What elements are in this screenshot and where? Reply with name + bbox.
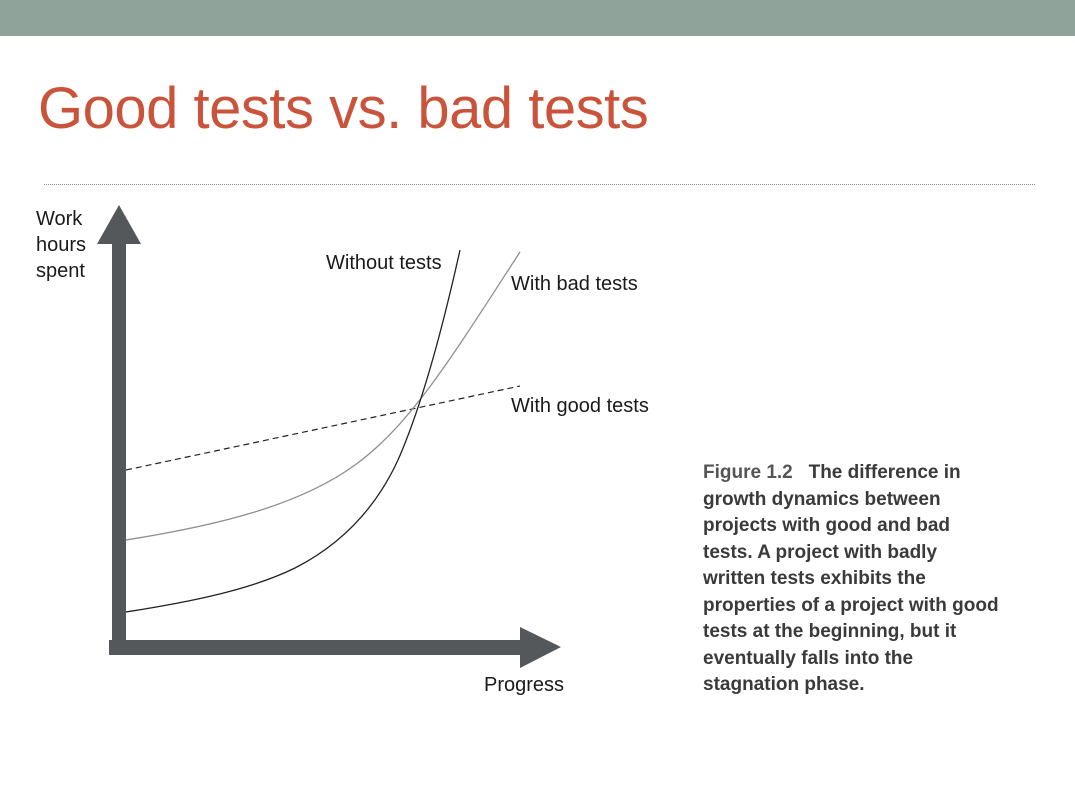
figure-caption: Figure 1.2 The difference in growth dyna… [703, 460, 1003, 699]
y-axis-label-line: hours [36, 234, 86, 256]
y-axis-label-line: Work [36, 208, 83, 230]
y-axis-arrow [97, 205, 141, 642]
figure-description: The difference in growth dynamics betwee… [703, 462, 999, 695]
curve-without-tests [125, 249, 461, 613]
label-with-bad-tests: With bad tests [511, 273, 638, 295]
curve-with-good-tests [125, 385, 521, 471]
label-with-good-tests: With good tests [511, 395, 649, 417]
y-axis-label: Work hours spent [36, 208, 92, 282]
curve-with-bad-tests [125, 251, 521, 541]
top-accent-bar [0, 0, 1075, 36]
figure-number: Figure 1.2 [703, 462, 793, 483]
title-divider [44, 184, 1035, 185]
x-axis-label: Progress [484, 674, 564, 696]
y-axis-label-line: spent [36, 260, 85, 282]
slide-title: Good tests vs. bad tests [38, 76, 649, 141]
x-axis-arrow [109, 627, 561, 668]
label-without-tests: Without tests [326, 252, 442, 274]
